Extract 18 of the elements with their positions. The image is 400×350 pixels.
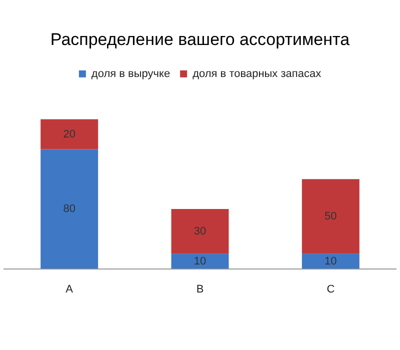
data-label: 50 xyxy=(324,210,337,223)
chart-title: Распределение вашего ассортимента xyxy=(50,30,350,49)
bar xyxy=(40,119,98,150)
x-tick-label: B xyxy=(196,283,204,296)
x-tick-label: C xyxy=(326,283,335,296)
data-label: 10 xyxy=(324,255,337,268)
data-label: 30 xyxy=(194,225,206,238)
data-label: 10 xyxy=(194,255,206,268)
data-label: 20 xyxy=(63,128,76,140)
bar xyxy=(40,149,98,269)
bar xyxy=(171,254,229,269)
bar xyxy=(171,209,229,254)
data-label: 80 xyxy=(63,203,76,216)
x-tick-label: A xyxy=(66,283,74,296)
bar xyxy=(302,179,360,254)
legend-label: доля в выручке xyxy=(91,68,170,80)
bar xyxy=(302,254,360,269)
legend-label: доля в товарных запасах xyxy=(192,68,322,80)
